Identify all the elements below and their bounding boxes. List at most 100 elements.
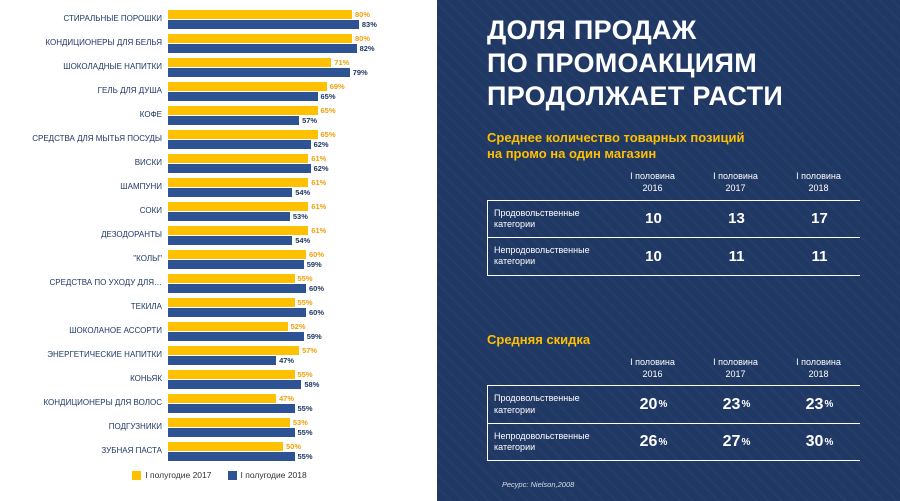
bar-group: 55% 60% xyxy=(168,297,437,317)
category-label: ШОКОЛАНОЕ АССОРТИ xyxy=(69,325,162,335)
bar-line: 65% xyxy=(168,105,437,115)
category-label: ТЕКИЛА xyxy=(130,301,162,311)
chart-row: ШОКОЛАДНЫЕ НАПИТКИ 71% 79% xyxy=(2,55,437,79)
bar-2018 xyxy=(168,307,306,317)
table-row: Непродовольственные категории 26% 27% 30% xyxy=(488,422,861,461)
bar-line: 53% xyxy=(168,417,437,427)
bar-group: 69% 65% xyxy=(168,81,437,101)
bar-2018 xyxy=(168,91,318,101)
chart-row: ШОКОЛАНОЕ АССОРТИ 52% 59% xyxy=(2,319,437,343)
value-number: 13 xyxy=(728,210,745,228)
chart-row: КОНДИЦИОНЕРЫ ДЛЯ БЕЛЬЯ 80% 82% xyxy=(2,31,437,55)
value-number: 26 xyxy=(639,433,658,451)
bar-value-label: 80% xyxy=(355,9,371,19)
bar-group: 61% 54% xyxy=(168,177,437,197)
bar-line: 55% xyxy=(168,273,437,283)
chart-row: ДЕЗОДОРАНТЫ 61% 54% xyxy=(2,223,437,247)
column-header: I половина 2016 xyxy=(630,171,675,193)
bar-value-label: 47% xyxy=(279,355,295,365)
percent-sign: % xyxy=(741,436,751,448)
chart-row: ТЕКИЛА 55% 60% xyxy=(2,295,437,319)
bar-line: 55% xyxy=(168,403,437,413)
bar-value-label: 62% xyxy=(313,163,329,173)
bar-value-label: 57% xyxy=(302,115,318,125)
bar-group: 80% 83% xyxy=(168,9,437,29)
legend-item: I полугодие 2018 xyxy=(227,470,307,480)
info-panel: ДОЛЯ ПРОДАЖ ПО ПРОМОАКЦИЯМ ПРОДОЛЖАЕТ РА… xyxy=(437,0,900,501)
bar-line: 54% xyxy=(168,187,437,197)
bar-value-label: 53% xyxy=(292,211,308,221)
value-number: 17 xyxy=(811,210,828,228)
value-cell: 30% xyxy=(778,424,861,461)
discount-table: I половина 2016 I половина 2017 I половина… xyxy=(487,357,861,462)
chart-row: ПОДГУЗНИКИ 53% 55% xyxy=(2,415,437,439)
row-label: Непродовольственные категории xyxy=(494,430,590,453)
bar-line: 59% xyxy=(168,259,437,269)
bar-value-label: 55% xyxy=(297,297,313,307)
legend-swatch xyxy=(227,470,237,480)
bar-value-label: 55% xyxy=(297,403,313,413)
bar-2018 xyxy=(168,115,300,125)
bar-2018 xyxy=(168,139,311,149)
bar-line: 55% xyxy=(168,427,437,437)
value-cell: 11 xyxy=(778,238,861,275)
bar-group: 61% 62% xyxy=(168,153,437,173)
bar-2017 xyxy=(168,345,300,355)
row-label: Продовольственные категории xyxy=(494,393,580,415)
bar-value-label: 58% xyxy=(304,379,320,389)
bar-group: 61% 53% xyxy=(168,201,437,221)
bar-2017 xyxy=(168,321,288,331)
bar-group: 55% 58% xyxy=(168,369,437,389)
value-cell: 13 xyxy=(695,201,778,238)
chart-legend: I полугодие 2017 I полугодие 2018 xyxy=(2,470,437,480)
chart-row: КОНЬЯК 55% 58% xyxy=(2,367,437,391)
bar-line: 58% xyxy=(168,379,437,389)
title-line: ПРОДОЛЖАЕТ РАСТИ xyxy=(487,80,784,111)
chart-row: СРЕДСТВА ДЛЯ МЫТЬЯ ПОСУДЫ 65% 62% xyxy=(2,127,437,151)
row-label: Продовольственные категории xyxy=(494,207,580,229)
chart-row: ГЕЛЬ ДЛЯ ДУША 69% 65% xyxy=(2,79,437,103)
bar-group: 60% 59% xyxy=(168,249,437,269)
bar-line: 60% xyxy=(168,283,437,293)
bar-line: 61% xyxy=(168,225,437,235)
bar-line: 47% xyxy=(168,393,437,403)
bar-line: 52% xyxy=(168,321,437,331)
bar-2017 xyxy=(168,153,309,163)
category-label: КОФЕ xyxy=(139,109,162,119)
column-header: I половина 2018 xyxy=(796,171,841,193)
category-label: ШОКОЛАДНЫЕ НАПИТКИ xyxy=(63,61,162,71)
legend-item: I полугодие 2017 xyxy=(132,470,212,480)
bar-line: 47% xyxy=(168,355,437,365)
bar-group: 47% 55% xyxy=(168,393,437,413)
value-cell: 11 xyxy=(695,238,778,275)
bar-value-label: 54% xyxy=(295,235,311,245)
category-label: КОНЬЯК xyxy=(130,373,162,383)
bar-2018 xyxy=(168,163,311,173)
title-line: ДОЛЯ ПРОДАЖ xyxy=(487,15,697,45)
chart-row: ЗУБНАЯ ПАСТА 50% 55% xyxy=(2,439,437,463)
bar-2017 xyxy=(168,393,277,403)
table-corner xyxy=(487,171,611,199)
category-label: СРЕДСТВА ДЛЯ МЫТЬЯ ПОСУДЫ xyxy=(32,133,162,143)
value-cell: 23% xyxy=(695,386,778,423)
percent-sign: % xyxy=(741,399,751,411)
bar-line: 79% xyxy=(168,67,437,77)
bar-group: 65% 57% xyxy=(168,105,437,125)
value-cell: 23% xyxy=(778,386,861,423)
bar-group: 57% 47% xyxy=(168,345,437,365)
value-cell: 10 xyxy=(612,201,695,238)
bar-line: 82% xyxy=(168,43,437,53)
bar-line: 71% xyxy=(168,57,437,67)
table-corner xyxy=(487,357,611,385)
bar-line: 55% xyxy=(168,297,437,307)
bar-value-label: 65% xyxy=(320,91,336,101)
bar-value-label: 60% xyxy=(309,249,325,259)
bar-2018 xyxy=(168,187,293,197)
bar-2017 xyxy=(168,273,295,283)
bar-2018 xyxy=(168,427,295,437)
bar-2017 xyxy=(168,297,295,307)
legend-swatch xyxy=(132,470,142,480)
chart-panel: СТИРАЛЬНЫЕ ПОРОШКИ 80% 83% КОНДИЦИОНЕРЫ ДЛЯ… xyxy=(0,0,437,501)
category-label: КОНДИЦИОНЕРЫ ДЛЯ ВОЛОС xyxy=(43,397,162,407)
category-label: КОНДИЦИОНЕРЫ ДЛЯ БЕЛЬЯ xyxy=(45,37,162,47)
